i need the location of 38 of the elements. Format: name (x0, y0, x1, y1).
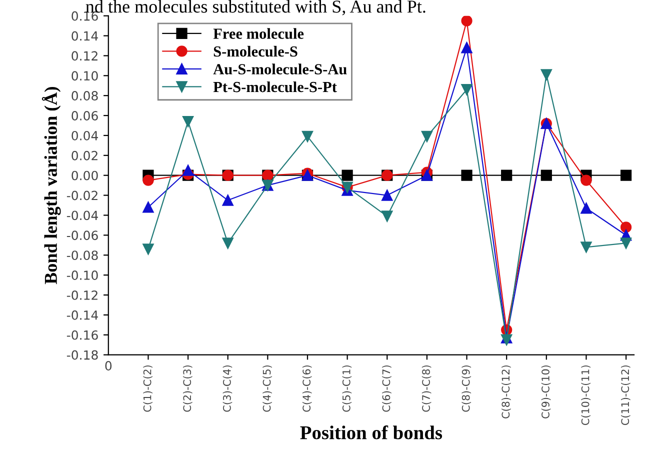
y-tick-label: 0.04 (72, 130, 98, 140)
x-tick-label: C(8)-C(12) (502, 365, 511, 418)
legend-label: S-molecule-S (214, 46, 298, 57)
y-tick-label: -0.08 (66, 250, 98, 260)
x-axis-title: Position of bonds (300, 425, 442, 440)
y-tick-label: -0.04 (66, 210, 98, 220)
x-tick-label: C(10)-C(11) (581, 365, 590, 426)
text: 0 (105, 361, 112, 370)
y-tick-label: -0.06 (66, 230, 98, 240)
y-tick-label: 0.06 (72, 111, 98, 120)
y-tick-label: -0.10 (66, 270, 98, 280)
y-tick-label: 0.08 (72, 91, 98, 101)
y-axis-title: Bond length variation (Å) (42, 87, 61, 284)
y-tick-label: 0.12 (72, 51, 98, 61)
x-tick-label: C(7)-C(8) (422, 365, 432, 412)
x-tick-label: C(1)-C(2) (143, 365, 152, 412)
x-tick-label: C(6)-C(7) (382, 365, 392, 412)
y-tick-label: 0.10 (72, 71, 98, 81)
y-tick-label: -0.02 (66, 190, 98, 200)
x-tick-label: C(9)-C(10) (541, 365, 551, 418)
y-tick-label: 0.14 (72, 31, 98, 41)
legend-label: Pt-S-molecule-S-Pt (213, 81, 337, 92)
y-tick-label: -0.18 (66, 350, 98, 360)
x-tick-label: C(11)-C(12) (621, 365, 630, 426)
y-tick-label: 0.16 (72, 11, 98, 21)
legend-label: Au-S-molecule-S-Au (213, 64, 347, 74)
x-tick-label: C(5)-C(1) (342, 365, 352, 412)
x-tick-label: C(3)-C(4) (222, 365, 232, 412)
legend-label: Free molecule (213, 28, 304, 39)
x-tick-label: C(2)-C(3) (183, 365, 192, 412)
x-tick-label: C(4)-C(5) (262, 365, 272, 412)
x-tick-label: C(4)-C(6) (302, 365, 312, 412)
y-tick-label: -0.12 (66, 290, 98, 300)
y-tick-label: 0.02 (72, 150, 98, 160)
y-tick-label: -0.16 (66, 330, 98, 340)
y-tick-label: -0.14 (66, 310, 98, 320)
y-tick-label: 0.00 (72, 170, 98, 180)
x-tick-label: C(8)-C(9) (462, 365, 472, 412)
